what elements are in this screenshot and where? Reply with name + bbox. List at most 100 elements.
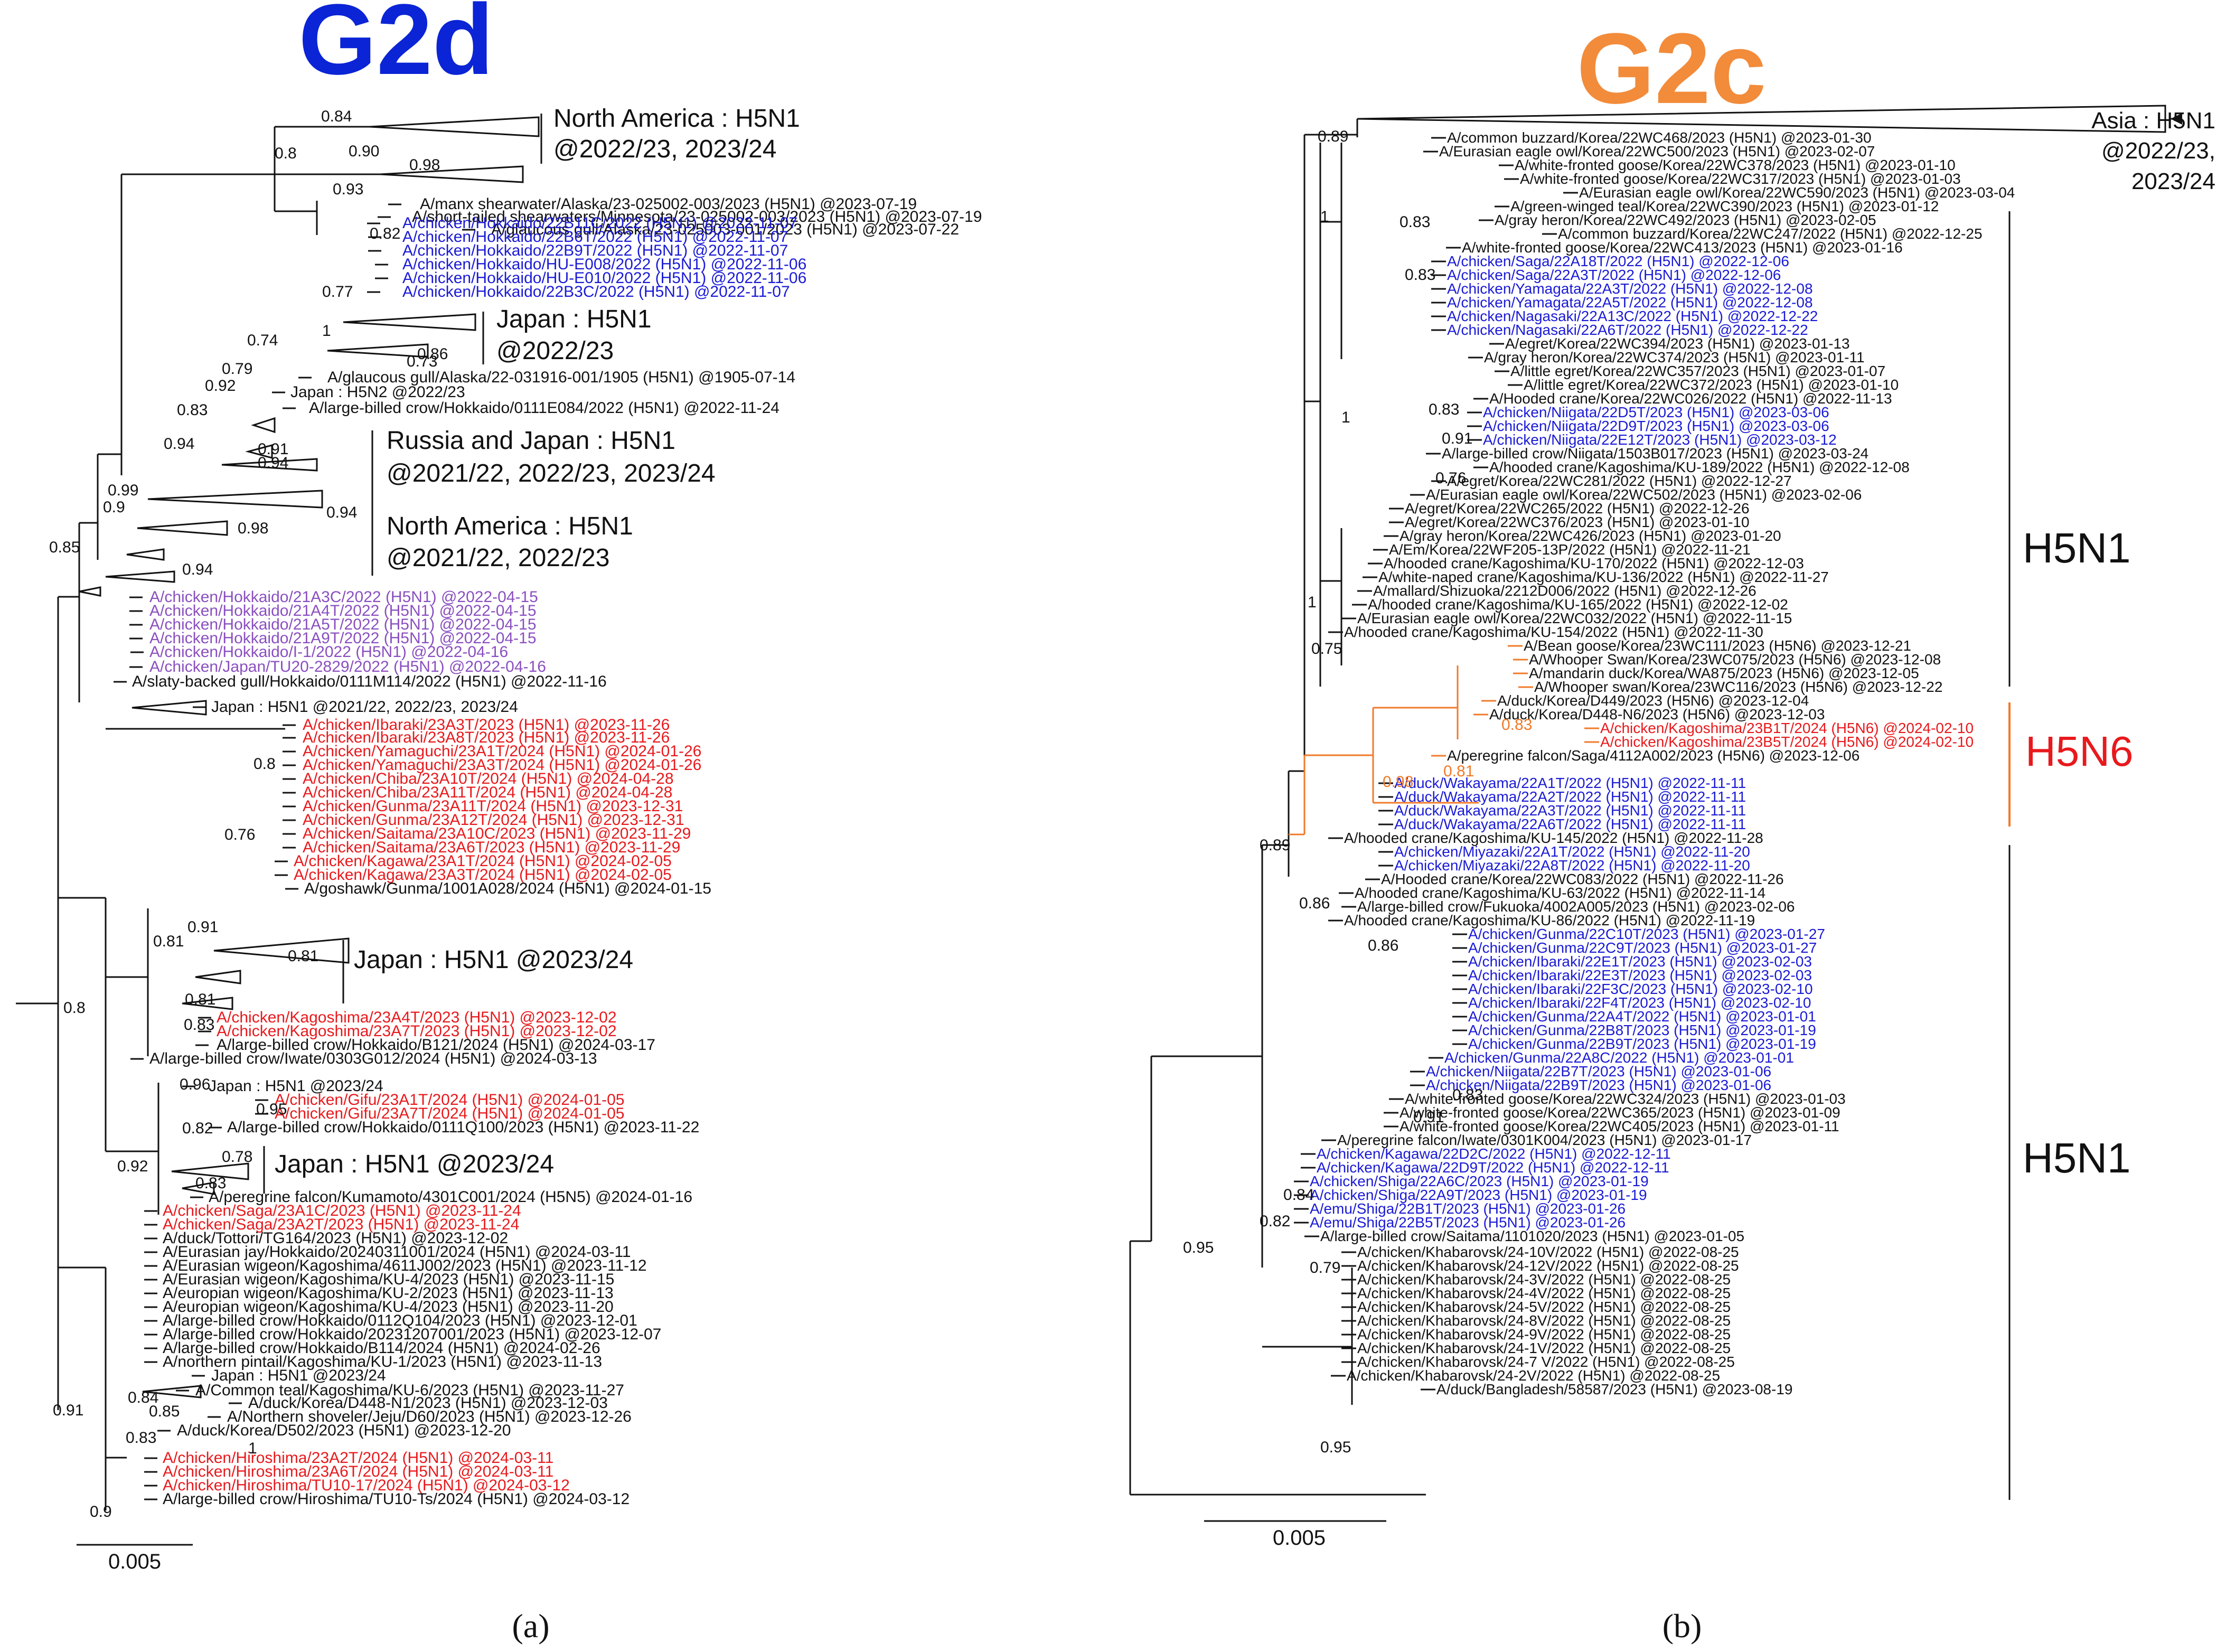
leaf-label: A/duck/Wakayama/22A3T/2022 (H5N1) @2022-… <box>1394 802 1746 819</box>
leaf-label: A/large-billed crow/Iwate/0303G012/2024 … <box>149 1050 597 1067</box>
leaf-label: A/chicken/Khabarovsk/24-3V/2022 (H5N1) @… <box>1357 1271 1731 1288</box>
leaf-label: A/white-fronted goose/Korea/22WC405/2023… <box>1400 1118 1839 1134</box>
bootstrap-value: 0.91 <box>187 918 218 936</box>
bootstrap-value: 0.95 <box>256 1101 287 1118</box>
leaf-label: A/Eurasian eagle owl/Korea/22WC500/2023 … <box>1439 143 1875 159</box>
panel-b-tree: A/common buzzard/Korea/22WC468/2023 (H5N… <box>1129 105 2182 1522</box>
leaf-label: A/chicken/Niigata/22B7T/2023 (H5N1) @202… <box>1426 1063 1771 1080</box>
leaf-label: A/chicken/Ibaraki/22E3T/2023 (H5N1) @202… <box>1468 967 1812 983</box>
collapsed-clade-asia <box>1357 105 2166 133</box>
collapsed-clade-small <box>182 997 233 1010</box>
leaf-label: A/chicken/Kagoshima/23A4T/2023 (H5N1) @2… <box>217 1009 617 1026</box>
leaf-label: A/gray heron/Korea/22WC374/2023 (H5N1) @… <box>1484 349 1865 365</box>
bootstrap-value: 0.76 <box>1435 470 1466 487</box>
leaf-label: A/manx shearwater/Alaska/23-025002-003/2… <box>420 195 917 213</box>
clade-label-north-america-a-years: @2022/23, 2023/24 <box>553 135 776 163</box>
subtype-label-h5n6: H5N6 <box>2025 728 2134 775</box>
collapsed-clade-japan-2022-23 <box>343 313 476 331</box>
bootstrap-value: 0.93 <box>333 181 363 198</box>
collapsed-clade-japan-2023-24 <box>213 937 350 964</box>
leaf-label: A/glaucous gull/Alaska/22-031916-001/190… <box>327 369 795 386</box>
leaf-label: A/egret/Korea/22WC376/2023 (H5N1) @2023-… <box>1405 514 1750 530</box>
leaf-label: A/large-billed crow/Hokkaido/B114/2024 (… <box>163 1339 600 1357</box>
leaf-label: A/duck/Wakayama/22A1T/2022 (H5N1) @2022-… <box>1394 775 1746 791</box>
bootstrap-value: 0.75 <box>1311 640 1342 658</box>
leaf-label: A/chicken/Yamaguchi/23A3T/2024 (H5N1) @2… <box>303 756 701 774</box>
leaf-label: A/chicken/Hokkaido/21A5T/2022 (H5N1) @20… <box>149 616 537 633</box>
bootstrap-value: 0.82 <box>1260 1213 1290 1230</box>
leaf-label: A/Bean goose/Korea/23WC111/2023 (H5N6) @… <box>1524 637 1911 654</box>
bootstrap-value: 0.98 <box>238 520 268 537</box>
leaf-label: A/green-winged teal/Korea/22WC390/2023 (… <box>1510 198 1939 214</box>
leaf-label: A/chicken/Hokkaido/I-1/2022 (H5N1) @2022… <box>149 643 508 661</box>
leaf-label: A/chicken/Nagasaki/22A6T/2022 (H5N1) @20… <box>1447 322 1808 338</box>
leaf-label: A/chicken/Yamagata/22A3T/2022 (H5N1) @20… <box>1447 280 1813 297</box>
leaf-label: A/chicken/Chiba/23A11T/2024 (H5N1) @2024… <box>303 784 672 801</box>
leaf-label: A/chicken/Saga/23A2T/2023 (H5N1) @2023-1… <box>163 1216 519 1233</box>
panel-b-caption: (b) <box>1663 1607 1702 1645</box>
leaf-label: A/chicken/Chiba/23A10T/2024 (H5N1) @2024… <box>303 770 674 787</box>
collapsed-clade-russia-japan <box>221 458 318 472</box>
panel-b-scale-label: 0.005 <box>1273 1526 1326 1550</box>
leaf-label: A/duck/Korea/D502/2023 (H5N1) @2023-12-2… <box>177 1422 511 1439</box>
leaf-label: A/chicken/Hokkaido/HU-E008/2022 (H5N1) @… <box>402 256 806 273</box>
leaf-label: A/chicken/Yamagata/22A5T/2022 (H5N1) @20… <box>1447 294 1813 311</box>
bootstrap-value: 0.86 <box>1368 937 1398 954</box>
clade-label-north-america-b: North America : H5N1 <box>387 512 633 540</box>
leaf-label: A/little egret/Korea/22WC372/2023 (H5N1)… <box>1524 377 1899 393</box>
leaf-label: A/chicken/Yamaguchi/23A1T/2024 (H5N1) @2… <box>303 743 701 760</box>
bootstrap-value: 0.89 <box>1318 128 1348 145</box>
leaf-label: A/mandarin duck/Korea/WA875/2023 (H5N6) … <box>1529 665 1919 681</box>
leaf-label: A/Whooper Swan/Korea/23WC075/2023 (H5N6)… <box>1529 651 1941 668</box>
leaf-label: A/Eurasian wigeon/Kagoshima/4611J002/202… <box>163 1257 647 1274</box>
leaf-label: A/chicken/Shiga/22A9T/2023 (H5N1) @2023-… <box>1310 1187 1647 1203</box>
leaf-label: A/large-billed crow/Hokkaido/0111Q100/20… <box>227 1119 699 1136</box>
collapsed-clade-russia-japan <box>147 490 323 509</box>
leaf-label: A/chicken/Ibaraki/22E1T/2023 (H5N1) @202… <box>1468 953 1812 970</box>
bootstrap-value: 0.76 <box>224 826 255 843</box>
leaf-label: Japan : H5N2 @2022/23 <box>290 383 465 401</box>
leaf-label: A/chicken/Hiroshima/23A6T/2024 (H5N1) @2… <box>163 1463 553 1480</box>
leaf-label: A/white-fronted goose/Korea/22WC378/2023… <box>1515 157 1956 173</box>
leaf-label: A/gray heron/Korea/22WC492/2023 (H5N1) @… <box>1495 212 1876 228</box>
leaf-label: A/chicken/Hokkaido/HU-E010/2022 (H5N1) @… <box>402 269 806 287</box>
leaf-label: A/chicken/Hiroshima/TU10-17/2024 (H5N1) … <box>163 1477 570 1494</box>
leaf-label: A/large-billed crow/Hokkaido/0112Q104/20… <box>163 1312 637 1329</box>
leaf-label: A/chicken/Khabarovsk/24-12V/2022 (H5N1) … <box>1357 1257 1739 1274</box>
leaf-label: A/chicken/Kagawa/22D9T/2022 (H5N1) @2022… <box>1317 1159 1669 1176</box>
bootstrap-value: 0.83 <box>1501 716 1532 734</box>
collapsed-clade-north-america <box>369 116 540 137</box>
bootstrap-value: 0.90 <box>349 143 379 160</box>
leaf-label: A/chicken/Niigata/22E12T/2023 (H5N1) @20… <box>1483 431 1837 448</box>
collapsed-clade-small <box>251 417 276 434</box>
leaf-label: A/egret/Korea/22WC281/2022 (H5N1) @2022-… <box>1447 473 1792 489</box>
leaf-label: A/chicken/Gunma/22C10T/2023 (H5N1) @2023… <box>1468 926 1825 942</box>
clade-label-russia-japan-years: @2021/22, 2022/23, 2023/24 <box>387 459 716 487</box>
leaf-label: A/peregrine falcon/Saga/4112A002/2023 (H… <box>1447 747 1859 764</box>
leaf-label: A/hooded crane/Kagoshima/KU-63/2022 (H5N… <box>1355 885 1765 901</box>
bootstrap-value: 0.83 <box>1400 213 1430 231</box>
collapsed-clade-small <box>182 1181 215 1195</box>
leaf-label: A/chicken/Saitama/23A10C/2023 (H5N1) @20… <box>303 825 691 842</box>
bootstrap-value: 1 <box>248 1440 257 1457</box>
bootstrap-value: 0.83 <box>1405 266 1435 284</box>
collapsed-clade-japan <box>132 700 207 716</box>
leaf-label: A/chicken/Hiroshima/23A2T/2024 (H5N1) @2… <box>163 1449 553 1467</box>
leaf-label: A/Eurasian wigeon/Kagoshima/KU-4/2023 (H… <box>163 1271 614 1288</box>
leaf-label: A/hooded crane/Kagoshima/KU-86/2022 (H5N… <box>1344 912 1755 928</box>
leaf-label: Japan : H5N1 @2021/22, 2022/23, 2023/24 <box>211 698 518 716</box>
bootstrap-value: 0.86 <box>1299 895 1330 912</box>
bootstrap-value: 0.78 <box>222 1148 252 1166</box>
leaf-label: A/common buzzard/Korea/22WC247/2022 (H5N… <box>1558 226 1983 242</box>
asia-label-years-2: 2023/24 <box>2131 168 2215 194</box>
bootstrap-value: 0.94 <box>164 435 194 453</box>
bootstrap-value: 0.94 <box>258 454 288 472</box>
leaf-label: A/hooded crane/Kagoshima/KU-165/2022 (H5… <box>1368 596 1788 613</box>
leaf-label: A/goshawk/Gunma/1001A028/2024 (H5N1) @20… <box>304 880 711 897</box>
bootstrap-value: 0.95 <box>1320 1439 1351 1456</box>
asia-label: Asia : H5N1 <box>2091 108 2215 134</box>
leaf-label: A/common buzzard/Korea/22WC468/2023 (H5N… <box>1447 129 1872 146</box>
leaf-label: A/Eurasian jay/Hokkaido/20240311001/2024… <box>163 1243 631 1261</box>
leaf-label: A/chicken/Kagawa/22D2C/2022 (H5N1) @2022… <box>1317 1146 1671 1162</box>
leaf-label: A/large-billed crow/Hiroshima/TU10-Ts/20… <box>163 1490 630 1508</box>
